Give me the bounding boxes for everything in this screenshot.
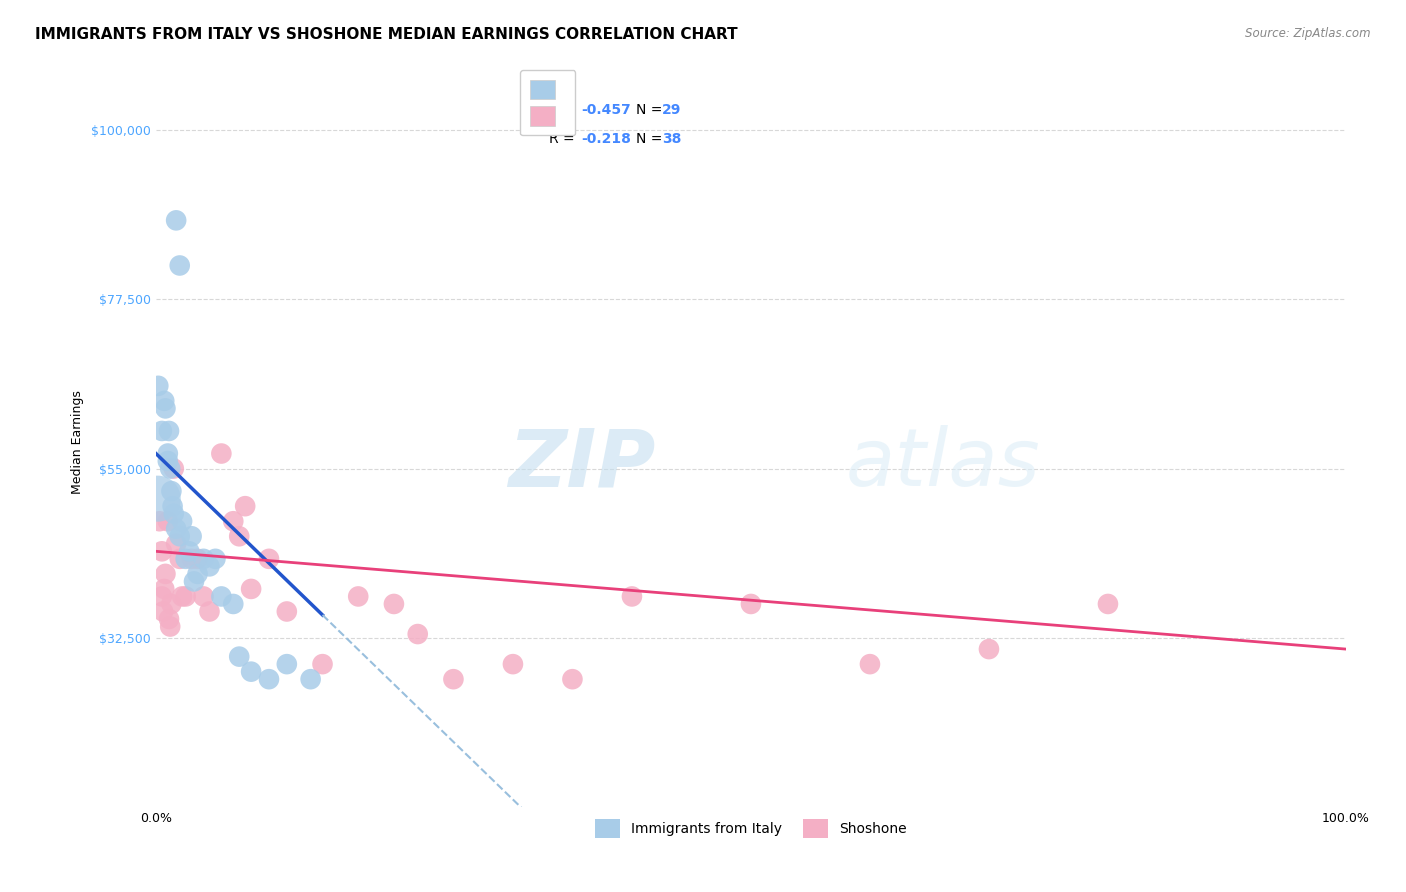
- Point: [257, 672, 280, 686]
- Point: [382, 597, 405, 611]
- Point: [156, 514, 179, 528]
- Text: Source: ZipAtlas.com: Source: ZipAtlas.com: [1246, 27, 1371, 40]
- Point: [193, 590, 215, 604]
- Point: [183, 574, 205, 589]
- Text: R =: R =: [548, 132, 579, 146]
- Y-axis label: Median Earnings: Median Earnings: [72, 391, 84, 494]
- Point: [165, 537, 187, 551]
- Point: [153, 582, 176, 596]
- Point: [222, 597, 245, 611]
- Point: [222, 514, 245, 528]
- Point: [157, 612, 180, 626]
- Point: [157, 424, 180, 438]
- Point: [160, 597, 183, 611]
- Point: [977, 642, 1000, 657]
- Point: [276, 605, 298, 619]
- Text: atlas: atlas: [846, 425, 1040, 503]
- Point: [406, 627, 429, 641]
- Point: [180, 551, 202, 566]
- Point: [204, 551, 226, 566]
- Point: [159, 619, 181, 633]
- Point: [441, 672, 464, 686]
- Point: [150, 590, 173, 604]
- Text: IMMIGRANTS FROM ITALY VS SHOSHONE MEDIAN EARNINGS CORRELATION CHART: IMMIGRANTS FROM ITALY VS SHOSHONE MEDIAN…: [35, 27, 738, 42]
- Point: [169, 529, 191, 543]
- Point: [740, 597, 762, 611]
- Text: -0.457: -0.457: [581, 103, 630, 117]
- Point: [169, 259, 191, 273]
- Point: [240, 582, 263, 596]
- Text: ZIP: ZIP: [509, 425, 655, 503]
- Point: [198, 605, 221, 619]
- Point: [179, 544, 201, 558]
- Point: [172, 514, 194, 528]
- Point: [240, 665, 263, 679]
- Point: [187, 551, 209, 566]
- Text: N =: N =: [636, 103, 666, 117]
- Text: R =: R =: [548, 103, 579, 117]
- Legend: Immigrants from Italy, Shoshone: Immigrants from Italy, Shoshone: [589, 814, 912, 844]
- Text: N =: N =: [636, 132, 666, 146]
- Point: [153, 393, 176, 408]
- Point: [257, 551, 280, 566]
- Point: [163, 507, 186, 521]
- Point: [193, 551, 215, 566]
- Text: 29: 29: [662, 103, 681, 117]
- Point: [159, 461, 181, 475]
- Point: [228, 649, 250, 664]
- Point: [169, 551, 191, 566]
- Point: [1097, 597, 1119, 611]
- Point: [165, 213, 187, 227]
- Point: [148, 379, 170, 393]
- Point: [859, 657, 882, 672]
- Point: [150, 424, 173, 438]
- Point: [174, 551, 197, 566]
- Point: [165, 522, 187, 536]
- Point: [347, 590, 370, 604]
- Point: [233, 499, 256, 513]
- Point: [311, 657, 333, 672]
- Point: [146, 491, 169, 506]
- Point: [163, 461, 186, 475]
- Point: [198, 559, 221, 574]
- Point: [148, 514, 170, 528]
- Point: [160, 484, 183, 499]
- Point: [620, 590, 643, 604]
- Point: [228, 529, 250, 543]
- Point: [156, 454, 179, 468]
- Point: [299, 672, 322, 686]
- Point: [209, 590, 232, 604]
- Text: -0.218: -0.218: [581, 132, 631, 146]
- Point: [209, 446, 232, 460]
- Point: [180, 529, 202, 543]
- Text: 38: 38: [662, 132, 681, 146]
- Point: [162, 499, 184, 513]
- Point: [155, 401, 177, 416]
- Point: [561, 672, 583, 686]
- Point: [172, 590, 194, 604]
- Point: [276, 657, 298, 672]
- Point: [174, 590, 197, 604]
- Point: [155, 566, 177, 581]
- Point: [187, 566, 209, 581]
- Point: [502, 657, 524, 672]
- Point: [156, 446, 179, 460]
- Point: [150, 544, 173, 558]
- Point: [152, 605, 174, 619]
